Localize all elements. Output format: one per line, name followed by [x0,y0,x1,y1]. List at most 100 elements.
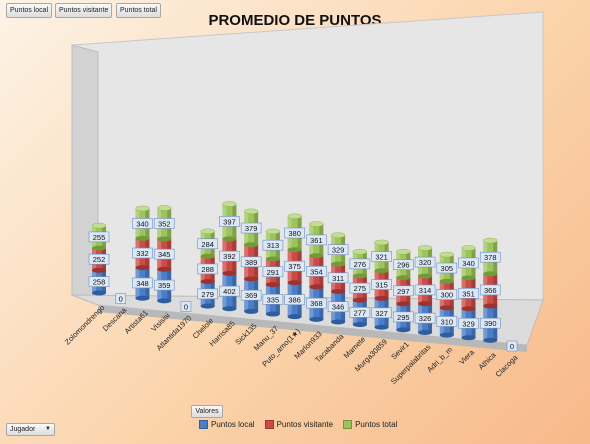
bar-stack: 0 [115,293,127,304]
jugador-label: Jugador [10,426,36,433]
data-label-box [284,227,305,239]
data-label-box [197,263,218,275]
bar-stack: 310 300 305 [436,251,458,338]
data-label: 361 [310,236,323,245]
bar-bottom-cap [309,284,324,290]
data-label: 311 [332,274,344,283]
bar-bottom-cap [200,279,215,285]
dropdown-arrow-icon: ▼ [45,426,51,432]
bar-bottom-cap [396,301,411,307]
bar-stack: 359 345 352 [153,205,175,304]
category-tick-label: Zolomondrengo [63,303,107,347]
data-label-box [414,284,436,296]
bar-bottom-cap [352,273,367,279]
category-tick-label: Clacoga [494,352,520,378]
data-label: 276 [354,260,367,269]
data-label: 366 [484,286,497,295]
data-label-box [240,256,262,268]
data-label-box [180,301,192,312]
bar-bottom-cap [92,267,106,273]
bar-bottom-cap [135,295,150,301]
bar-bottom-cap [439,332,454,338]
data-label-box [197,238,218,250]
legend-label-visitante: Puntos visitante [276,420,334,429]
data-label-box [240,222,262,234]
data-label: 329 [462,319,475,328]
data-label-box [219,216,240,227]
data-label: 378 [484,253,497,262]
data-label: 305 [441,264,454,273]
bar-bottom-cap [439,305,454,311]
bar-bottom-cap [418,273,433,279]
data-label-box [132,277,153,289]
valores-field-button[interactable]: Valores [191,405,223,418]
bar-bottom-cap [331,261,346,267]
bar-bottom-cap [265,256,280,262]
bar-bottom-cap [287,247,302,253]
bar-top-cap [200,228,215,235]
data-label: 354 [310,267,323,276]
puntos-total-field-button[interactable]: Puntos total [116,3,161,18]
data-label: 0 [510,342,514,351]
data-label-box [197,288,218,300]
bar-bottom-cap [483,337,498,343]
bar-top-cap [352,248,368,255]
bar-bottom-cap [222,236,237,242]
data-label: 345 [158,250,171,259]
bar-top-cap [309,221,324,227]
puntos-visitante-field-button[interactable]: Puntos visitante [55,3,113,18]
data-label: 346 [332,303,345,312]
data-label-box [88,276,110,287]
data-label: 326 [419,314,432,323]
chart-bars: 258 252 255 0 348 332 340 359 345 352 0 279 288 284 40… [88,201,518,352]
bar-bottom-cap [331,288,346,294]
data-label: 340 [462,259,475,268]
bar-stack: 0 [180,301,192,312]
data-label-box [219,250,240,262]
data-label: 389 [245,258,258,267]
data-label-box [349,258,371,270]
data-label: 340 [136,219,149,228]
jugador-filter-dropdown[interactable]: Jugador ▼ [6,423,55,436]
bar-bottom-cap [244,308,259,314]
data-label: 313 [267,241,280,250]
data-label-box [88,253,110,265]
legend-swatch-visitante [264,420,274,429]
bar-bottom-cap [461,335,476,341]
data-label: 386 [288,296,301,305]
bar-bottom-cap [331,319,346,325]
bar-bottom-cap [396,275,411,281]
data-label: 379 [245,224,258,233]
bar-top-cap [91,222,107,229]
data-label-box [436,262,458,274]
data-label: 359 [158,281,171,290]
data-label: 348 [136,279,149,288]
data-label-box [436,289,458,300]
data-label-box [458,288,479,299]
data-label-box [132,247,153,259]
data-label-box [349,282,371,294]
puntos-local-field-button[interactable]: Puntos local [6,3,53,18]
bar-stack: 368 354 361 [306,221,327,322]
legend-item-visitante: Puntos visitante [264,420,334,429]
bar-stack: 348 332 340 [132,205,153,301]
data-label-box [262,239,284,251]
data-label: 335 [267,295,280,304]
bar-top-cap [287,213,302,220]
data-label: 288 [201,265,214,274]
data-label-box [414,312,436,324]
data-label: 315 [375,281,388,290]
data-label-box [115,293,127,304]
bar-top-cap [243,208,259,215]
bar-bottom-cap [222,306,237,312]
data-label: 390 [484,319,497,328]
data-label-box [479,284,501,296]
data-label-box [327,301,349,313]
bar-stack: 369 389 379 [240,208,262,314]
bar-stack: 326 314 320 [414,245,436,335]
bar-top-cap [396,248,411,255]
bar-top-cap [222,201,237,207]
bar-stack: 335 291 313 [262,228,284,317]
data-label-box [284,260,305,272]
